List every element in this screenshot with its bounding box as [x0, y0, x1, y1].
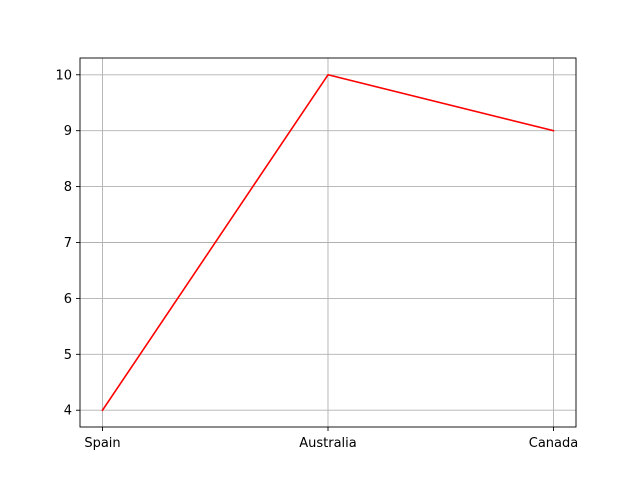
y-tick-label-6: 6 [64, 292, 72, 307]
y-tick-label-5: 5 [64, 348, 72, 363]
y-tick-label-8: 8 [64, 180, 72, 195]
y-tick-label-4: 4 [64, 404, 72, 419]
x-tick-label-canada: Canada [529, 436, 578, 451]
series-line-0 [101, 73, 555, 412]
x-tick-label-spain: Spain [84, 436, 120, 451]
grid [80, 58, 576, 427]
y-tick-label-7: 7 [64, 236, 72, 251]
x-axis: Spain Australia Canada [84, 427, 578, 451]
y-tick-label-9: 9 [64, 124, 72, 139]
x-tick-label-australia: Australia [299, 436, 357, 451]
y-axis: 4 5 6 7 8 9 10 [55, 68, 80, 419]
y-tick-label-10: 10 [55, 68, 72, 83]
series-layer [101, 73, 555, 412]
